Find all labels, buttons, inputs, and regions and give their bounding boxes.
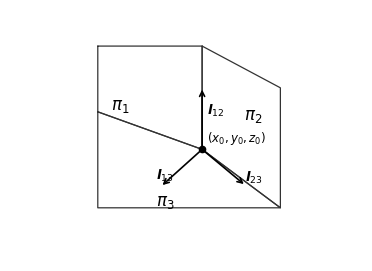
Text: $\pi_3$: $\pi_3$ bbox=[156, 192, 175, 211]
Text: $\pi_1$: $\pi_1$ bbox=[110, 96, 129, 115]
Text: $\boldsymbol{l}_{23}$: $\boldsymbol{l}_{23}$ bbox=[245, 169, 263, 186]
Text: $\pi_2$: $\pi_2$ bbox=[244, 107, 262, 125]
Text: $\boldsymbol{l}_{13}$: $\boldsymbol{l}_{13}$ bbox=[156, 167, 173, 183]
Text: $\boldsymbol{l}_{12}$: $\boldsymbol{l}_{12}$ bbox=[207, 103, 225, 119]
Text: $(x_0,y_0,z_0)$: $(x_0,y_0,z_0)$ bbox=[207, 130, 266, 147]
